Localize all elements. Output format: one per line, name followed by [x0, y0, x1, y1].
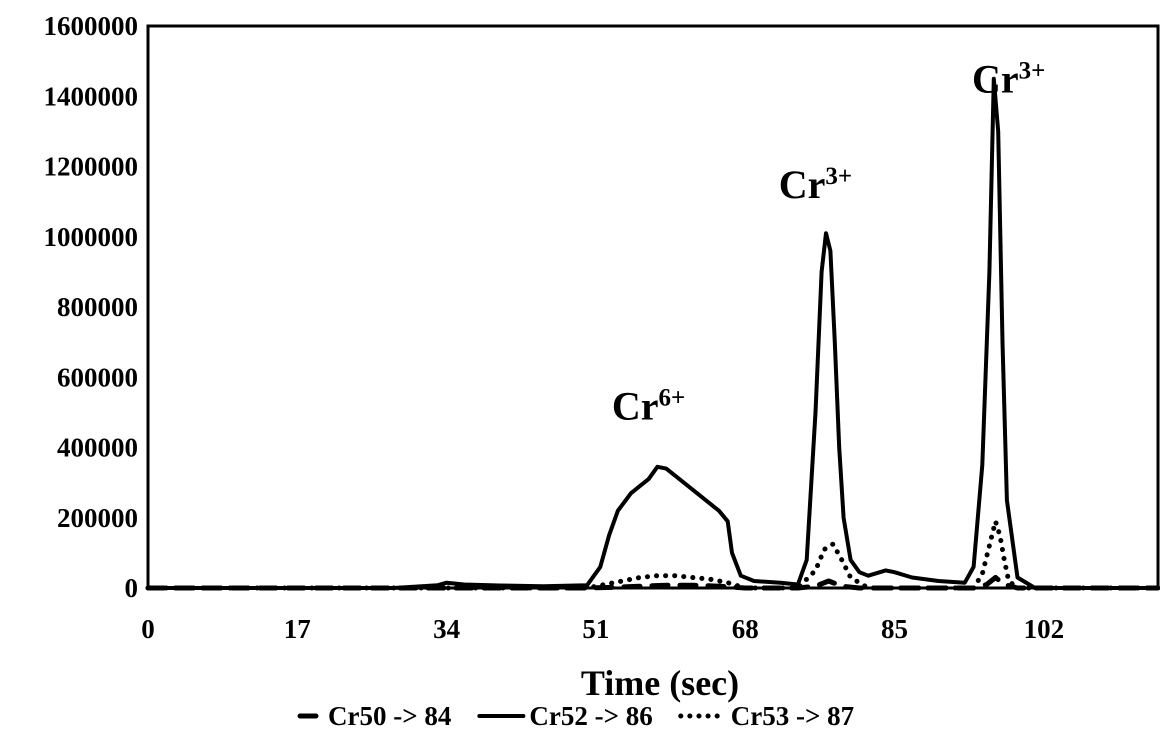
- x-axis-title: Time (sec): [581, 663, 739, 703]
- series-layer: [145, 76, 1160, 591]
- x-tick-label: 17: [284, 614, 311, 644]
- legend-label-3: Cr53 -> 87: [731, 701, 854, 731]
- y-tick-label: 1400000: [44, 81, 139, 111]
- series-line-2: [146, 76, 1160, 590]
- x-axis-tick-labels: 0 17 34 51 68 85 102: [141, 614, 1064, 644]
- x-tick-label: 51: [582, 614, 609, 644]
- y-tick-label: 600000: [57, 362, 138, 392]
- y-tick-label: 1000000: [44, 222, 139, 252]
- legend-label-2: Cr52 -> 86: [529, 701, 652, 731]
- x-tick-label: 102: [1024, 614, 1065, 644]
- y-axis-tick-labels: 0 200000 400000 600000 800000 1000000 1200000 1…: [44, 11, 139, 603]
- y-tick-label: 1600000: [44, 11, 139, 41]
- y-tick-label: 1200000: [44, 152, 139, 182]
- x-tick-label: 85: [881, 614, 908, 644]
- y-tick-label: 200000: [57, 503, 138, 533]
- x-tick-label: 68: [732, 614, 759, 644]
- legend: Cr50 -> 84 Cr52 -> 86 Cr53 -> 87: [297, 701, 854, 731]
- y-tick-label: 0: [125, 573, 139, 603]
- peak-annotation: Cr3+: [972, 57, 1045, 102]
- y-tick-label: 800000: [57, 292, 138, 322]
- series-line-3: [145, 518, 1160, 591]
- x-tick-label: 34: [433, 614, 460, 644]
- legend-label-1: Cr50 -> 84: [328, 701, 451, 731]
- y-tick-label: 400000: [57, 433, 138, 463]
- peak-annotation: Cr6+: [612, 383, 685, 428]
- series-line-1: [145, 575, 1160, 591]
- peak-annotation: Cr3+: [779, 162, 852, 207]
- x-tick-label: 0: [141, 614, 155, 644]
